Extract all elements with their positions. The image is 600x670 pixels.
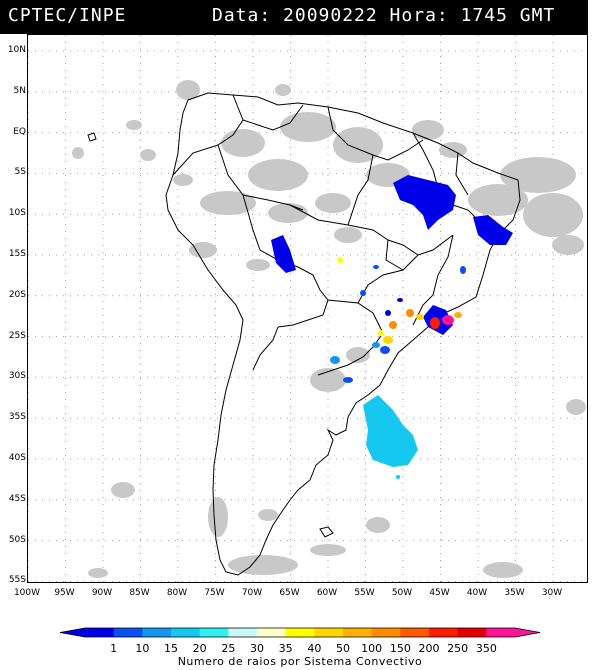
- longitude-label: 90W: [91, 588, 113, 598]
- legend-arrow-left: [60, 628, 85, 637]
- longitude-label: 100W: [13, 588, 41, 598]
- legend-tick-label: 50: [336, 642, 350, 655]
- latitude-label: 50S: [8, 534, 26, 545]
- legend-tick-label: 30: [250, 642, 264, 655]
- legend-tick-label: 250: [447, 642, 469, 655]
- longitude-label: 65W: [279, 588, 300, 598]
- cloud-cover: [72, 80, 586, 578]
- legend-swatch: [199, 628, 229, 637]
- legend-tick-label: 100: [361, 642, 383, 655]
- legend-tick-label: 15: [164, 642, 178, 655]
- legend-swatch: [171, 628, 201, 637]
- longitude-label: 35W: [504, 588, 525, 598]
- legend-arrow-right: [515, 628, 540, 637]
- legend-tick-label: 150: [389, 642, 411, 655]
- legend-tick-label: 350: [475, 642, 497, 655]
- latitude-label: 35S: [8, 412, 26, 423]
- color-legend: 1 10 15 20 25 30 35 40 50 100 150 200 250 350 Numero …: [0, 624, 600, 670]
- title-bar: CPTEC/INPE Data: 20090222 Hora: 1745 GMT: [0, 0, 588, 34]
- legend-swatch: [314, 628, 344, 637]
- legend-swatch: [486, 628, 516, 637]
- legend-tick-label: 20: [192, 642, 207, 655]
- legend-swatch: [113, 628, 143, 637]
- latitude-label: 10N: [7, 45, 26, 55]
- legend-tick-label: 1: [110, 642, 118, 655]
- legend-swatch: [285, 628, 315, 637]
- legend-swatch: [257, 628, 287, 637]
- legend-tick-label: 40: [307, 642, 322, 655]
- latitude-label: 5N: [13, 85, 26, 96]
- longitude-label: 75W: [204, 588, 225, 598]
- source-label: CPTEC/INPE: [8, 5, 127, 26]
- latitude-label: 45S: [8, 493, 26, 504]
- longitude-label: 80W: [166, 588, 188, 598]
- longitude-label: 60W: [316, 588, 338, 598]
- longitude-label: 85W: [129, 588, 150, 598]
- latitude-label: 30S: [8, 371, 26, 382]
- legend-tick-label: 25: [221, 642, 236, 655]
- legend-swatch: [343, 628, 373, 637]
- latitude-label: 15S: [8, 249, 26, 259]
- longitude-label: 70W: [241, 588, 263, 598]
- legend-swatch: [228, 628, 258, 637]
- legend-swatch: [142, 628, 172, 637]
- convective-systems: [271, 175, 513, 479]
- date-time-label: Data: 20090222 Hora: 1745 GMT: [212, 5, 556, 26]
- longitude-label: 55W: [354, 588, 375, 598]
- legend-colorbar: [59, 627, 541, 638]
- longitude-label: 50W: [391, 588, 413, 598]
- legend-tick-label: 200: [418, 642, 440, 655]
- longitude-label: 40W: [466, 588, 488, 598]
- longitude-label: 45W: [429, 588, 450, 598]
- legend-swatch: [400, 628, 430, 637]
- legend-tick-label: 10: [135, 642, 150, 655]
- latitude-label: 5S: [14, 167, 26, 178]
- map-panel: [27, 34, 588, 583]
- south-america-map: [28, 35, 587, 582]
- legend-caption: Numero de raios por Sistema Convectivo: [177, 655, 423, 668]
- longitude-label: 95W: [54, 588, 75, 598]
- latitude-label: 20S: [8, 289, 26, 300]
- legend-swatch: [429, 628, 459, 637]
- legend-swatch: [457, 628, 487, 637]
- coastline-borders: [87, 92, 521, 576]
- latitude-label: 40S: [8, 453, 26, 463]
- legend-swatch: [371, 628, 401, 637]
- legend-swatch: [85, 628, 115, 637]
- latitude-label: 10S: [8, 208, 26, 219]
- legend-tick-label: 35: [278, 642, 293, 655]
- longitude-label: 30W: [541, 588, 563, 598]
- latitude-label: EQ: [13, 126, 26, 137]
- latitude-label: 55S: [8, 575, 26, 586]
- latitude-label: 25S: [8, 330, 26, 341]
- legend-outline: [59, 627, 541, 638]
